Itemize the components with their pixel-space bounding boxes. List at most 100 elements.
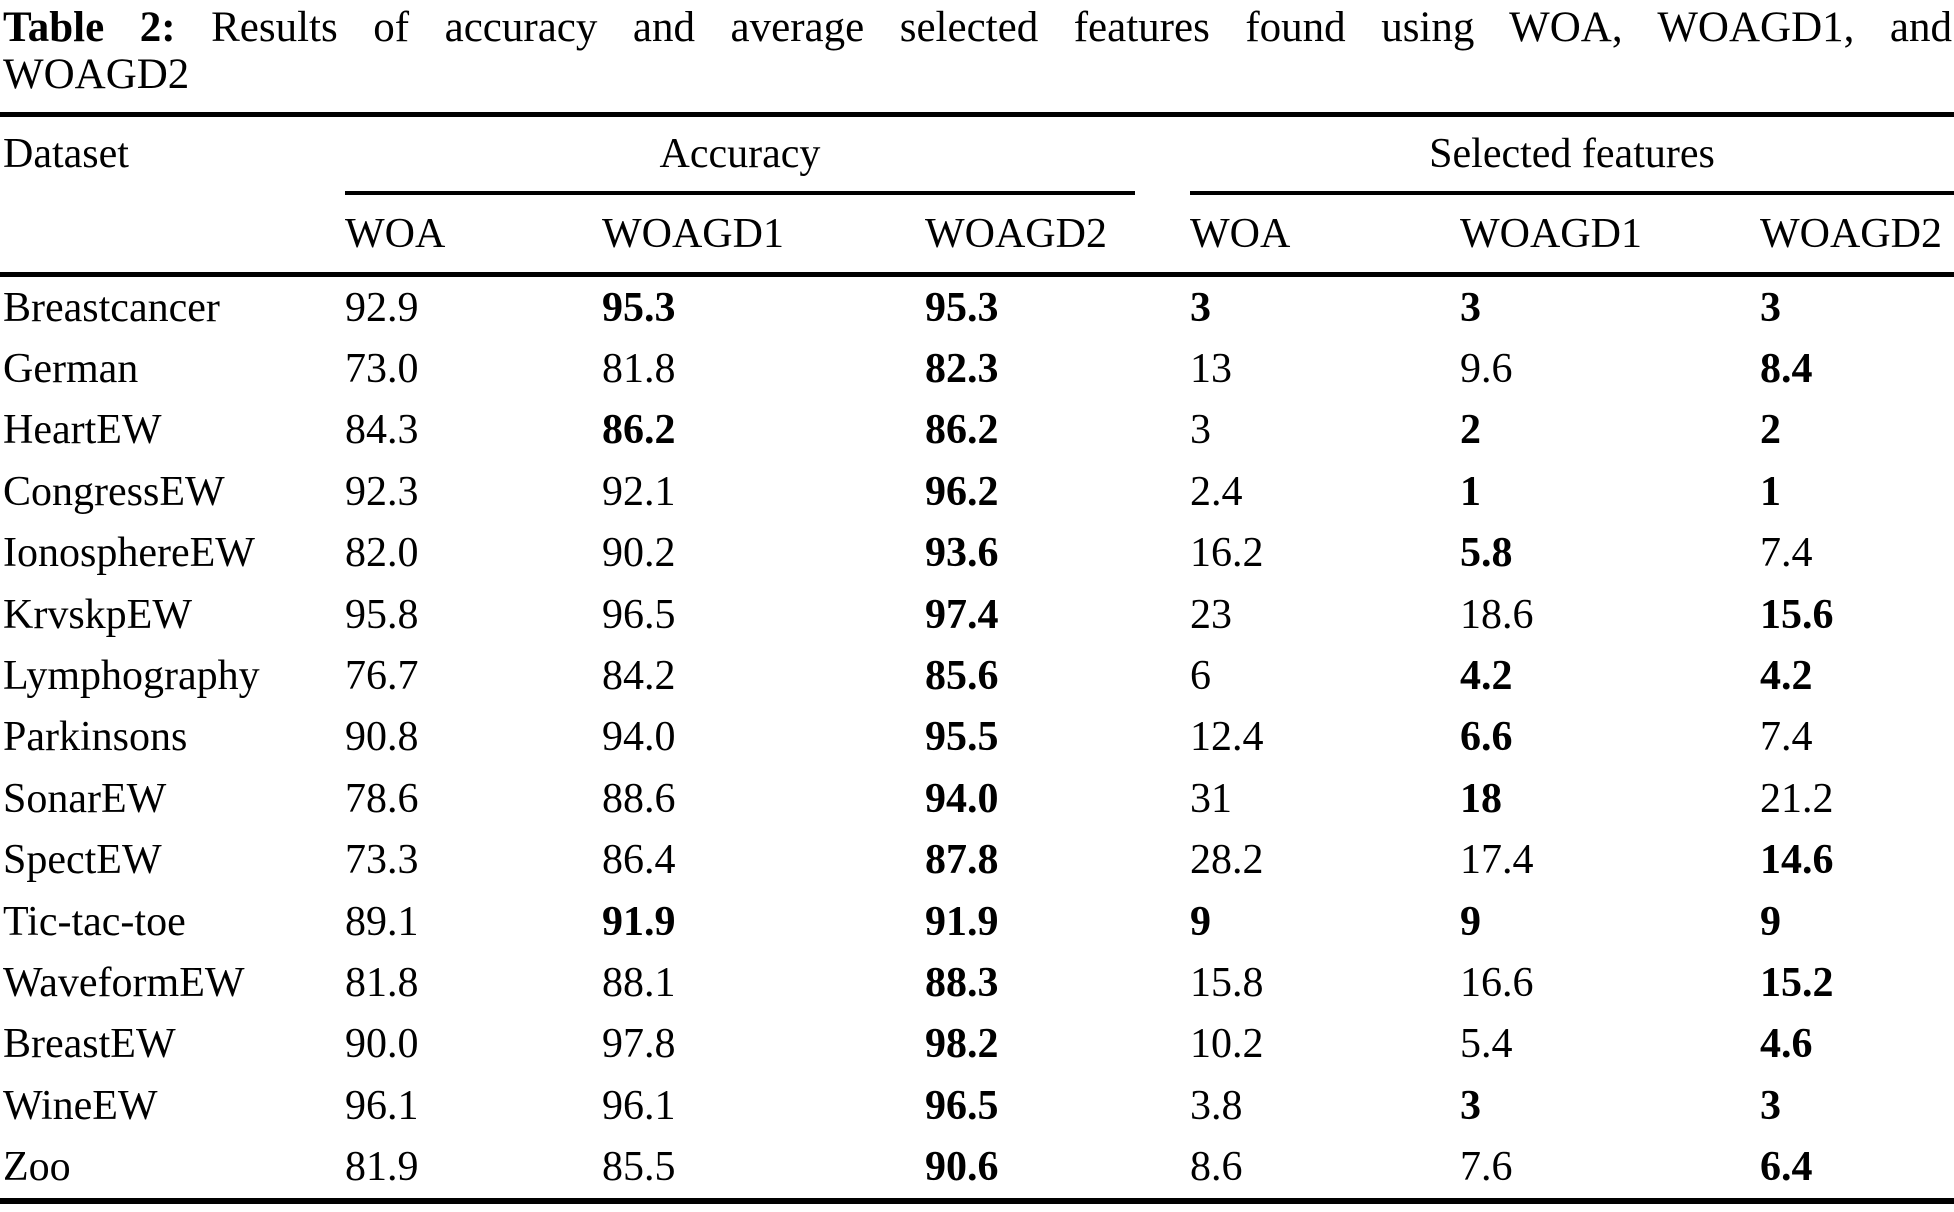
selected-features-value: 28.2 (1190, 837, 1264, 884)
dataset-name: German (3, 346, 139, 393)
selected-features-value: 2 (1460, 407, 1481, 454)
accuracy-value: 82.3 (925, 346, 999, 393)
accuracy-value: 92.9 (345, 284, 419, 331)
column-header-dataset: Dataset (3, 131, 129, 177)
selected-features-value: 23 (1190, 591, 1232, 638)
table-row: SonarEW 78.6 88.6 94.0 31 18 21.2 (0, 768, 1954, 829)
subheader-accuracy-woagd2: WOAGD2 (925, 210, 1107, 257)
subheader-accuracy-woa: WOA (345, 210, 446, 257)
accuracy-value: 94.0 (925, 775, 999, 822)
accuracy-value: 95.3 (925, 284, 999, 331)
accuracy-value: 73.0 (345, 346, 419, 393)
selected-features-value: 3 (1760, 284, 1781, 331)
selected-features-value: 17.4 (1460, 837, 1534, 884)
caption-line-1: Table 2: Results of accuracy and average… (3, 4, 1952, 51)
accuracy-value: 82.0 (345, 530, 419, 577)
accuracy-value: 88.6 (602, 775, 676, 822)
dataset-name: WaveformEW (3, 959, 245, 1006)
accuracy-value: 94.0 (602, 714, 676, 761)
table-group-header-row: Dataset Accuracy Selected features (0, 117, 1954, 191)
accuracy-value: 84.2 (602, 653, 676, 700)
dataset-name: SonarEW (3, 775, 167, 822)
accuracy-value: 95.8 (345, 591, 419, 638)
selected-features-value: 4.2 (1760, 653, 1813, 700)
dataset-name: HeartEW (3, 407, 162, 454)
selected-features-value: 1 (1460, 468, 1481, 515)
accuracy-value: 89.1 (345, 898, 419, 945)
table-row: Lymphography 76.7 84.2 85.6 6 4.2 4.2 (0, 645, 1954, 706)
selected-features-value: 4.2 (1460, 653, 1513, 700)
dataset-name: Breastcancer (3, 284, 220, 331)
accuracy-value: 95.5 (925, 714, 999, 761)
accuracy-value: 91.9 (602, 898, 676, 945)
group-header-accuracy: Accuracy (659, 131, 821, 177)
table-bottom-rule (0, 1197, 1954, 1204)
accuracy-value: 76.7 (345, 653, 419, 700)
dataset-name: Lymphography (3, 653, 260, 700)
accuracy-value: 78.6 (345, 775, 419, 822)
selected-features-value: 5.4 (1460, 1021, 1513, 1068)
accuracy-value: 97.8 (602, 1021, 676, 1068)
table-row: WineEW 96.1 96.1 96.5 3.8 3 3 (0, 1075, 1954, 1136)
dataset-name: KrvskpEW (3, 591, 192, 638)
selected-features-value: 4.6 (1760, 1021, 1813, 1068)
table-row: Breastcancer 92.9 95.3 95.3 3 3 3 (0, 277, 1954, 338)
accuracy-value: 86.2 (602, 407, 676, 454)
caption-table-label: Table 2: (3, 4, 176, 51)
dataset-name: BreastEW (3, 1021, 176, 1068)
selected-features-value: 15.6 (1760, 591, 1834, 638)
accuracy-value: 97.4 (925, 591, 999, 638)
accuracy-value: 85.6 (925, 653, 999, 700)
subheader-features-woagd1: WOAGD1 (1460, 210, 1642, 257)
accuracy-value: 96.1 (345, 1082, 419, 1129)
accuracy-value: 92.3 (345, 468, 419, 515)
selected-features-value: 8.4 (1760, 346, 1813, 393)
accuracy-value: 85.5 (602, 1144, 676, 1191)
selected-features-value: 16.2 (1190, 530, 1264, 577)
selected-features-value: 15.8 (1190, 959, 1264, 1006)
accuracy-value: 96.1 (602, 1082, 676, 1129)
caption-text: Results of accuracy and average selected… (211, 4, 1953, 51)
spanner-rules-row (0, 191, 1954, 195)
table-body: Breastcancer 92.9 95.3 95.3 3 3 3 German 73.0 81.… (0, 277, 1954, 1198)
accuracy-value: 90.6 (925, 1144, 999, 1191)
accuracy-value: 81.9 (345, 1144, 419, 1191)
accuracy-spanner-rule (345, 191, 1135, 195)
accuracy-value: 87.8 (925, 837, 999, 884)
table-row: SpectEW 73.3 86.4 87.8 28.2 17.4 14.6 (0, 830, 1954, 891)
selected-features-value: 10.2 (1190, 1021, 1264, 1068)
selected-features-value: 12.4 (1190, 714, 1264, 761)
selected-features-value: 8.6 (1190, 1144, 1243, 1191)
selected-features-value: 21.2 (1760, 775, 1834, 822)
accuracy-value: 96.5 (602, 591, 676, 638)
table-row: Tic-tac-toe 89.1 91.9 91.9 9 9 9 (0, 891, 1954, 952)
selected-features-value: 31 (1190, 775, 1232, 822)
selected-features-value: 9 (1190, 898, 1211, 945)
selected-features-value: 7.6 (1460, 1144, 1513, 1191)
table-row: HeartEW 84.3 86.2 86.2 3 2 2 (0, 400, 1954, 461)
dataset-name: IonosphereEW (3, 530, 255, 577)
selected-features-value: 7.4 (1760, 530, 1813, 577)
accuracy-value: 88.1 (602, 959, 676, 1006)
table-row: German 73.0 81.8 82.3 13 9.6 8.4 (0, 338, 1954, 399)
selected-features-value: 6 (1190, 653, 1211, 700)
accuracy-value: 95.3 (602, 284, 676, 331)
accuracy-value: 90.0 (345, 1021, 419, 1068)
selected-features-value: 18.6 (1460, 591, 1534, 638)
group-header-selected-features: Selected features (1429, 131, 1715, 177)
selected-features-value: 1 (1760, 468, 1781, 515)
table-row: BreastEW 90.0 97.8 98.2 10.2 5.4 4.6 (0, 1014, 1954, 1075)
accuracy-value: 92.1 (602, 468, 676, 515)
accuracy-value: 86.4 (602, 837, 676, 884)
selected-features-value: 3 (1460, 284, 1481, 331)
dataset-name: WineEW (3, 1082, 158, 1129)
selected-features-value: 9 (1760, 898, 1781, 945)
accuracy-value: 96.5 (925, 1082, 999, 1129)
accuracy-value: 88.3 (925, 959, 999, 1006)
selected-features-value: 9 (1460, 898, 1481, 945)
table-row: Zoo 81.9 85.5 90.6 8.6 7.6 6.4 (0, 1136, 1954, 1197)
selected-features-value: 3 (1460, 1082, 1481, 1129)
subheader-features-woa: WOA (1190, 210, 1291, 257)
dataset-name: Tic-tac-toe (3, 898, 186, 945)
subheader-accuracy-woagd1: WOAGD1 (602, 210, 784, 257)
